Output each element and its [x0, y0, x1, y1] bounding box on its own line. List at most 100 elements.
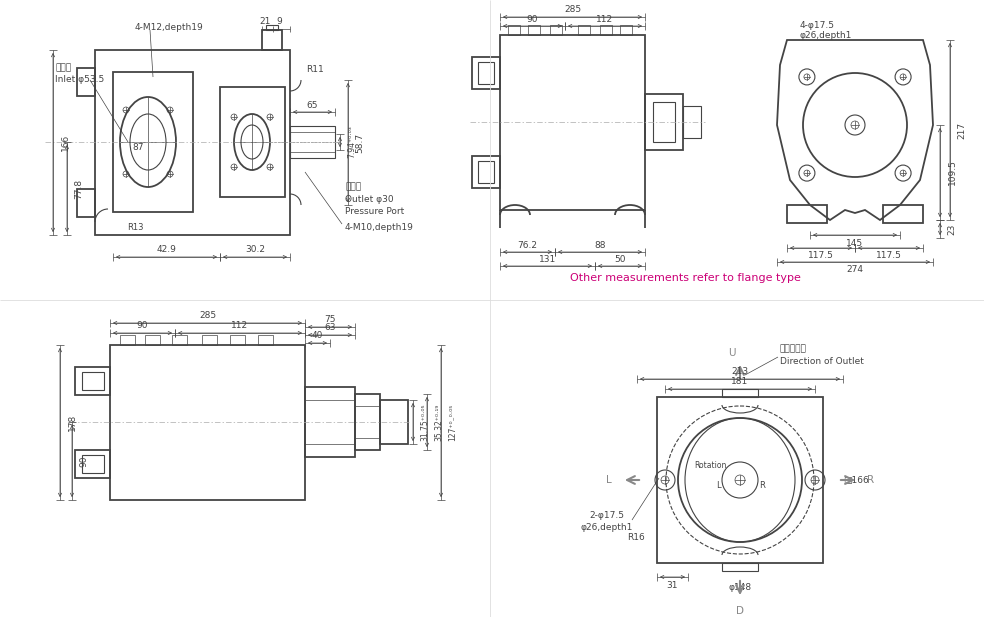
Text: 4-M10,depth19: 4-M10,depth19 [345, 223, 414, 231]
Bar [787, 205, 827, 223]
Bar [478, 62, 494, 84]
Text: U: U [728, 348, 736, 358]
Text: R11: R11 [306, 65, 324, 75]
Bar [380, 400, 408, 444]
Text: □166: □166 [843, 476, 869, 484]
Text: R13: R13 [127, 223, 144, 231]
Text: 88: 88 [594, 241, 606, 249]
Bar [550, 25, 562, 35]
Text: 213: 213 [731, 368, 749, 376]
Bar [305, 387, 355, 457]
Text: 90: 90 [137, 321, 149, 331]
Text: 63: 63 [325, 323, 336, 333]
Text: 35.32⁺⁰·¹⁹: 35.32⁺⁰·¹⁹ [435, 404, 444, 441]
Text: 285: 285 [199, 312, 216, 320]
Bar [82, 372, 104, 390]
Bar [75, 367, 110, 395]
Text: 75: 75 [325, 315, 336, 325]
Text: 90: 90 [80, 455, 89, 466]
Bar [355, 394, 380, 450]
Text: L: L [715, 481, 720, 489]
Text: 65: 65 [307, 101, 318, 109]
Text: 112: 112 [231, 321, 249, 331]
Text: 31.75⁺⁰·⁰⁵: 31.75⁺⁰·⁰⁵ [420, 403, 429, 441]
Bar [262, 30, 282, 50]
Bar [722, 563, 758, 571]
Bar [110, 345, 305, 500]
Text: Direction of Outlet: Direction of Outlet [780, 357, 864, 365]
Text: φ26,depth1: φ26,depth1 [581, 523, 633, 531]
Bar [883, 205, 923, 223]
Text: 117.5: 117.5 [808, 252, 833, 260]
Bar [620, 25, 632, 35]
Text: R: R [759, 481, 765, 489]
Text: 31: 31 [667, 581, 678, 589]
Text: L: L [606, 475, 612, 485]
Text: 90: 90 [526, 15, 538, 23]
Text: 145: 145 [846, 239, 864, 247]
Text: 2-φ17.5: 2-φ17.5 [589, 510, 625, 520]
Bar [77, 68, 95, 96]
Bar [500, 35, 645, 210]
Text: 178: 178 [68, 414, 77, 431]
Bar [645, 94, 683, 150]
Bar [95, 50, 290, 235]
Text: 40: 40 [312, 331, 323, 341]
Bar [600, 25, 612, 35]
Bar [683, 106, 701, 138]
Text: Inlet φ53.5: Inlet φ53.5 [55, 75, 104, 85]
Text: 出油口方向: 出油口方向 [780, 344, 807, 354]
Bar [113, 72, 193, 212]
Text: 50: 50 [614, 254, 626, 263]
Bar [657, 397, 823, 563]
Text: 217: 217 [957, 122, 966, 139]
Bar [220, 87, 285, 197]
Text: 109.5: 109.5 [948, 160, 956, 186]
Text: 77.8: 77.8 [75, 178, 84, 199]
Text: 181: 181 [731, 378, 749, 386]
Text: 112: 112 [596, 15, 614, 23]
Text: 87: 87 [132, 143, 144, 152]
Text: 入油口: 入油口 [55, 64, 71, 73]
Bar [472, 156, 500, 188]
Text: 274: 274 [846, 265, 864, 275]
Text: 21: 21 [260, 17, 271, 27]
Bar [290, 126, 335, 158]
Bar [75, 450, 110, 478]
Text: 4-φ17.5: 4-φ17.5 [800, 20, 835, 30]
Bar [508, 25, 520, 35]
Bar [145, 335, 160, 345]
Text: 4-M12,depth19: 4-M12,depth19 [135, 23, 204, 33]
Text: Other measurements refer to flange type: Other measurements refer to flange type [570, 273, 800, 283]
Text: D: D [736, 606, 744, 616]
Text: 42.9: 42.9 [156, 246, 176, 254]
Bar [528, 25, 540, 35]
Bar [258, 335, 273, 345]
Text: 127⁺⁰₋⁰·⁰⁵: 127⁺⁰₋⁰·⁰⁵ [449, 404, 458, 441]
Bar [120, 335, 135, 345]
Bar [230, 335, 245, 345]
Text: 30.2: 30.2 [245, 246, 265, 254]
Text: 9: 9 [277, 17, 281, 27]
Text: 出油口: 出油口 [345, 183, 361, 191]
Text: 58.7: 58.7 [355, 133, 364, 152]
Text: Rotation: Rotation [694, 460, 726, 470]
Bar [77, 189, 95, 217]
Bar [478, 161, 494, 183]
Bar [722, 389, 758, 397]
Text: R: R [868, 475, 875, 485]
Text: 23: 23 [948, 223, 956, 234]
Bar [82, 455, 104, 473]
Bar [472, 57, 500, 89]
Text: 285: 285 [564, 6, 582, 15]
Bar [653, 102, 675, 142]
Text: 7.94⁺⁰·⁰³: 7.94⁺⁰·⁰³ [347, 126, 356, 159]
Bar [266, 25, 278, 30]
Text: 76.2: 76.2 [518, 241, 537, 249]
Text: φ26,depth1: φ26,depth1 [800, 31, 852, 41]
Bar [578, 25, 590, 35]
Text: Pressure Port: Pressure Port [345, 207, 404, 217]
Text: R16: R16 [627, 534, 645, 542]
Text: Outlet φ30: Outlet φ30 [345, 194, 394, 204]
Bar [172, 335, 187, 345]
